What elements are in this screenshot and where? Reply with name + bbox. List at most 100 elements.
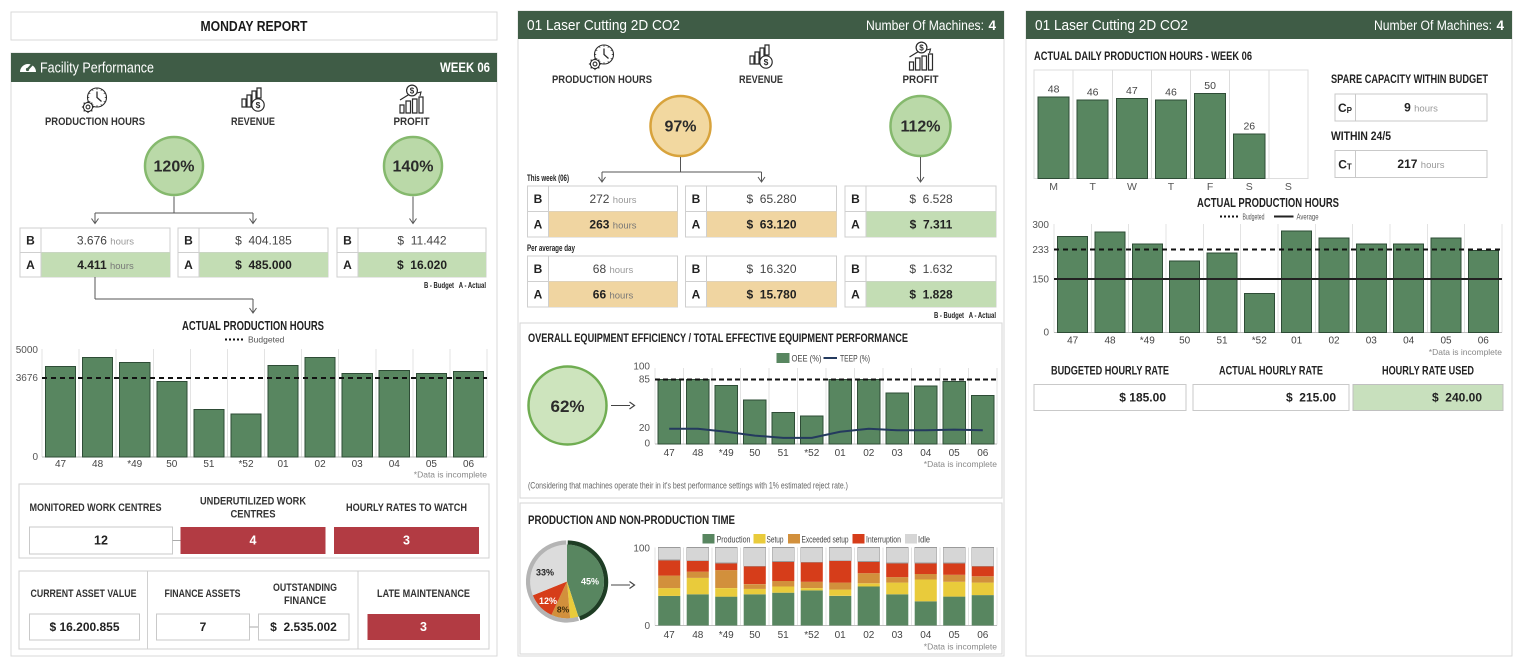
- svg-text:150: 150: [1032, 275, 1049, 286]
- svg-text:ACTUAL DAILY PRODUCTION HOURS: ACTUAL DAILY PRODUCTION HOURS - WEEK 06: [1034, 51, 1252, 63]
- svg-text:4.411 hours: 4.411 hours: [77, 258, 134, 272]
- svg-text:300: 300: [1032, 220, 1049, 231]
- svg-text:F: F: [1207, 181, 1213, 193]
- svg-text:B: B: [851, 192, 860, 206]
- svg-text:*52: *52: [238, 459, 253, 470]
- svg-text:0: 0: [32, 452, 38, 463]
- svg-text:$ 11.442: $ 11.442: [397, 233, 446, 247]
- svg-text:$ 185.00: $ 185.00: [1119, 391, 1166, 405]
- svg-text:50: 50: [749, 630, 761, 641]
- svg-text:01: 01: [1291, 336, 1303, 347]
- svg-text:02: 02: [863, 448, 875, 459]
- svg-text:$ 63.120: $ 63.120: [746, 217, 796, 231]
- svg-text:272 hours: 272 hours: [589, 192, 636, 206]
- svg-text:A: A: [692, 287, 701, 301]
- svg-text:3: 3: [403, 534, 410, 548]
- svg-text:85: 85: [639, 375, 651, 386]
- svg-text:$ 1.632: $ 1.632: [909, 262, 953, 276]
- svg-text:TEEP (%): TEEP (%): [840, 354, 870, 364]
- svg-text:47: 47: [1126, 85, 1138, 97]
- svg-text:Average: Average: [1297, 212, 1319, 222]
- svg-text:46: 46: [1165, 87, 1177, 99]
- svg-text:04: 04: [389, 459, 401, 470]
- svg-text:02: 02: [1328, 336, 1340, 347]
- svg-text:*Data is incomplete: *Data is incomplete: [1429, 347, 1503, 357]
- svg-text:T: T: [1089, 181, 1096, 193]
- svg-text:100: 100: [633, 544, 650, 555]
- svg-text:3: 3: [420, 620, 427, 634]
- svg-text:Idle: Idle: [918, 535, 930, 545]
- svg-text:Budgeted: Budgeted: [248, 335, 285, 345]
- svg-text:B: B: [534, 262, 543, 276]
- svg-text:5000: 5000: [16, 345, 39, 356]
- svg-text:B: B: [534, 192, 543, 206]
- svg-text:68 hours: 68 hours: [593, 262, 634, 276]
- svg-text:06: 06: [463, 459, 475, 470]
- svg-text:A: A: [343, 258, 352, 272]
- svg-text:0: 0: [644, 621, 650, 632]
- svg-text:0: 0: [1043, 328, 1049, 339]
- svg-text:MONDAY REPORT: MONDAY REPORT: [201, 19, 308, 35]
- svg-text:$ 16.200.855: $ 16.200.855: [49, 620, 119, 634]
- svg-text:*Data is incomplete: *Data is incomplete: [924, 642, 998, 652]
- svg-text:S: S: [1285, 181, 1292, 193]
- svg-text:12%: 12%: [539, 596, 557, 606]
- svg-text:01 Laser Cutting 2D CO2: 01 Laser Cutting 2D CO2: [527, 17, 680, 34]
- svg-text:A: A: [184, 258, 193, 272]
- svg-text:$ 404.185: $ 404.185: [235, 233, 292, 247]
- svg-text:*Data is incomplete: *Data is incomplete: [924, 459, 998, 469]
- svg-text:04: 04: [920, 630, 932, 641]
- svg-text:0: 0: [644, 439, 650, 450]
- svg-text:Interruption: Interruption: [866, 535, 901, 545]
- svg-text:48: 48: [692, 448, 704, 459]
- svg-text:A: A: [851, 217, 860, 231]
- svg-text:97%: 97%: [664, 119, 696, 136]
- svg-text:A: A: [534, 217, 543, 231]
- svg-text:FINANCE: FINANCE: [284, 595, 326, 607]
- svg-text:26: 26: [1243, 121, 1255, 133]
- svg-text:T: T: [1168, 181, 1175, 193]
- svg-text:$ 16.020: $ 16.020: [397, 258, 447, 272]
- svg-text:12: 12: [94, 534, 108, 548]
- svg-text:Number Of Machines:: Number Of Machines:: [866, 18, 984, 33]
- svg-text:05: 05: [949, 630, 961, 641]
- svg-text:*49: *49: [127, 459, 142, 470]
- svg-text:Per average day: Per average day: [527, 243, 575, 253]
- svg-text:$ 16.320: $ 16.320: [746, 262, 796, 276]
- svg-text:02: 02: [315, 459, 327, 470]
- svg-text:PRODUCTION HOURS: PRODUCTION HOURS: [45, 116, 145, 128]
- svg-text:$ 240.00: $ 240.00: [1432, 391, 1482, 405]
- svg-text:M: M: [1049, 181, 1058, 193]
- svg-text:4: 4: [250, 534, 257, 548]
- svg-text:Production: Production: [717, 535, 751, 545]
- svg-text:B: B: [184, 233, 193, 247]
- svg-text:04: 04: [1403, 336, 1415, 347]
- svg-text:WITHIN 24/5: WITHIN 24/5: [1331, 131, 1392, 143]
- svg-text:51: 51: [778, 448, 790, 459]
- svg-text:REVENUE: REVENUE: [231, 116, 275, 128]
- svg-text:02: 02: [863, 630, 875, 641]
- svg-text:05: 05: [426, 459, 438, 470]
- svg-text:B - Budget A - Actual: B - Budget A - Actual: [934, 311, 996, 320]
- svg-text:WEEK 06: WEEK 06: [440, 59, 490, 75]
- svg-text:03: 03: [892, 448, 904, 459]
- svg-text:$ 15.780: $ 15.780: [746, 287, 796, 301]
- svg-text:100: 100: [633, 362, 650, 373]
- svg-text:51: 51: [203, 459, 215, 470]
- svg-text:$: $: [256, 100, 261, 110]
- svg-text:OUTSTANDING: OUTSTANDING: [273, 582, 337, 594]
- svg-text:$ 7.311: $ 7.311: [910, 217, 953, 231]
- svg-text:PROFIT: PROFIT: [394, 116, 430, 128]
- svg-text:01: 01: [835, 448, 847, 459]
- svg-text:UNDERUTILIZED WORK: UNDERUTILIZED WORK: [200, 496, 306, 508]
- svg-text:*49: *49: [719, 448, 734, 459]
- svg-text:4: 4: [988, 18, 996, 33]
- svg-text:*49: *49: [719, 630, 734, 641]
- svg-text:263 hours: 263 hours: [589, 217, 636, 231]
- svg-text:03: 03: [892, 630, 904, 641]
- svg-text:05: 05: [949, 448, 961, 459]
- svg-text:03: 03: [1366, 336, 1378, 347]
- svg-text:48: 48: [1048, 83, 1060, 95]
- svg-text:140%: 140%: [393, 159, 434, 176]
- svg-text:20: 20: [639, 423, 651, 434]
